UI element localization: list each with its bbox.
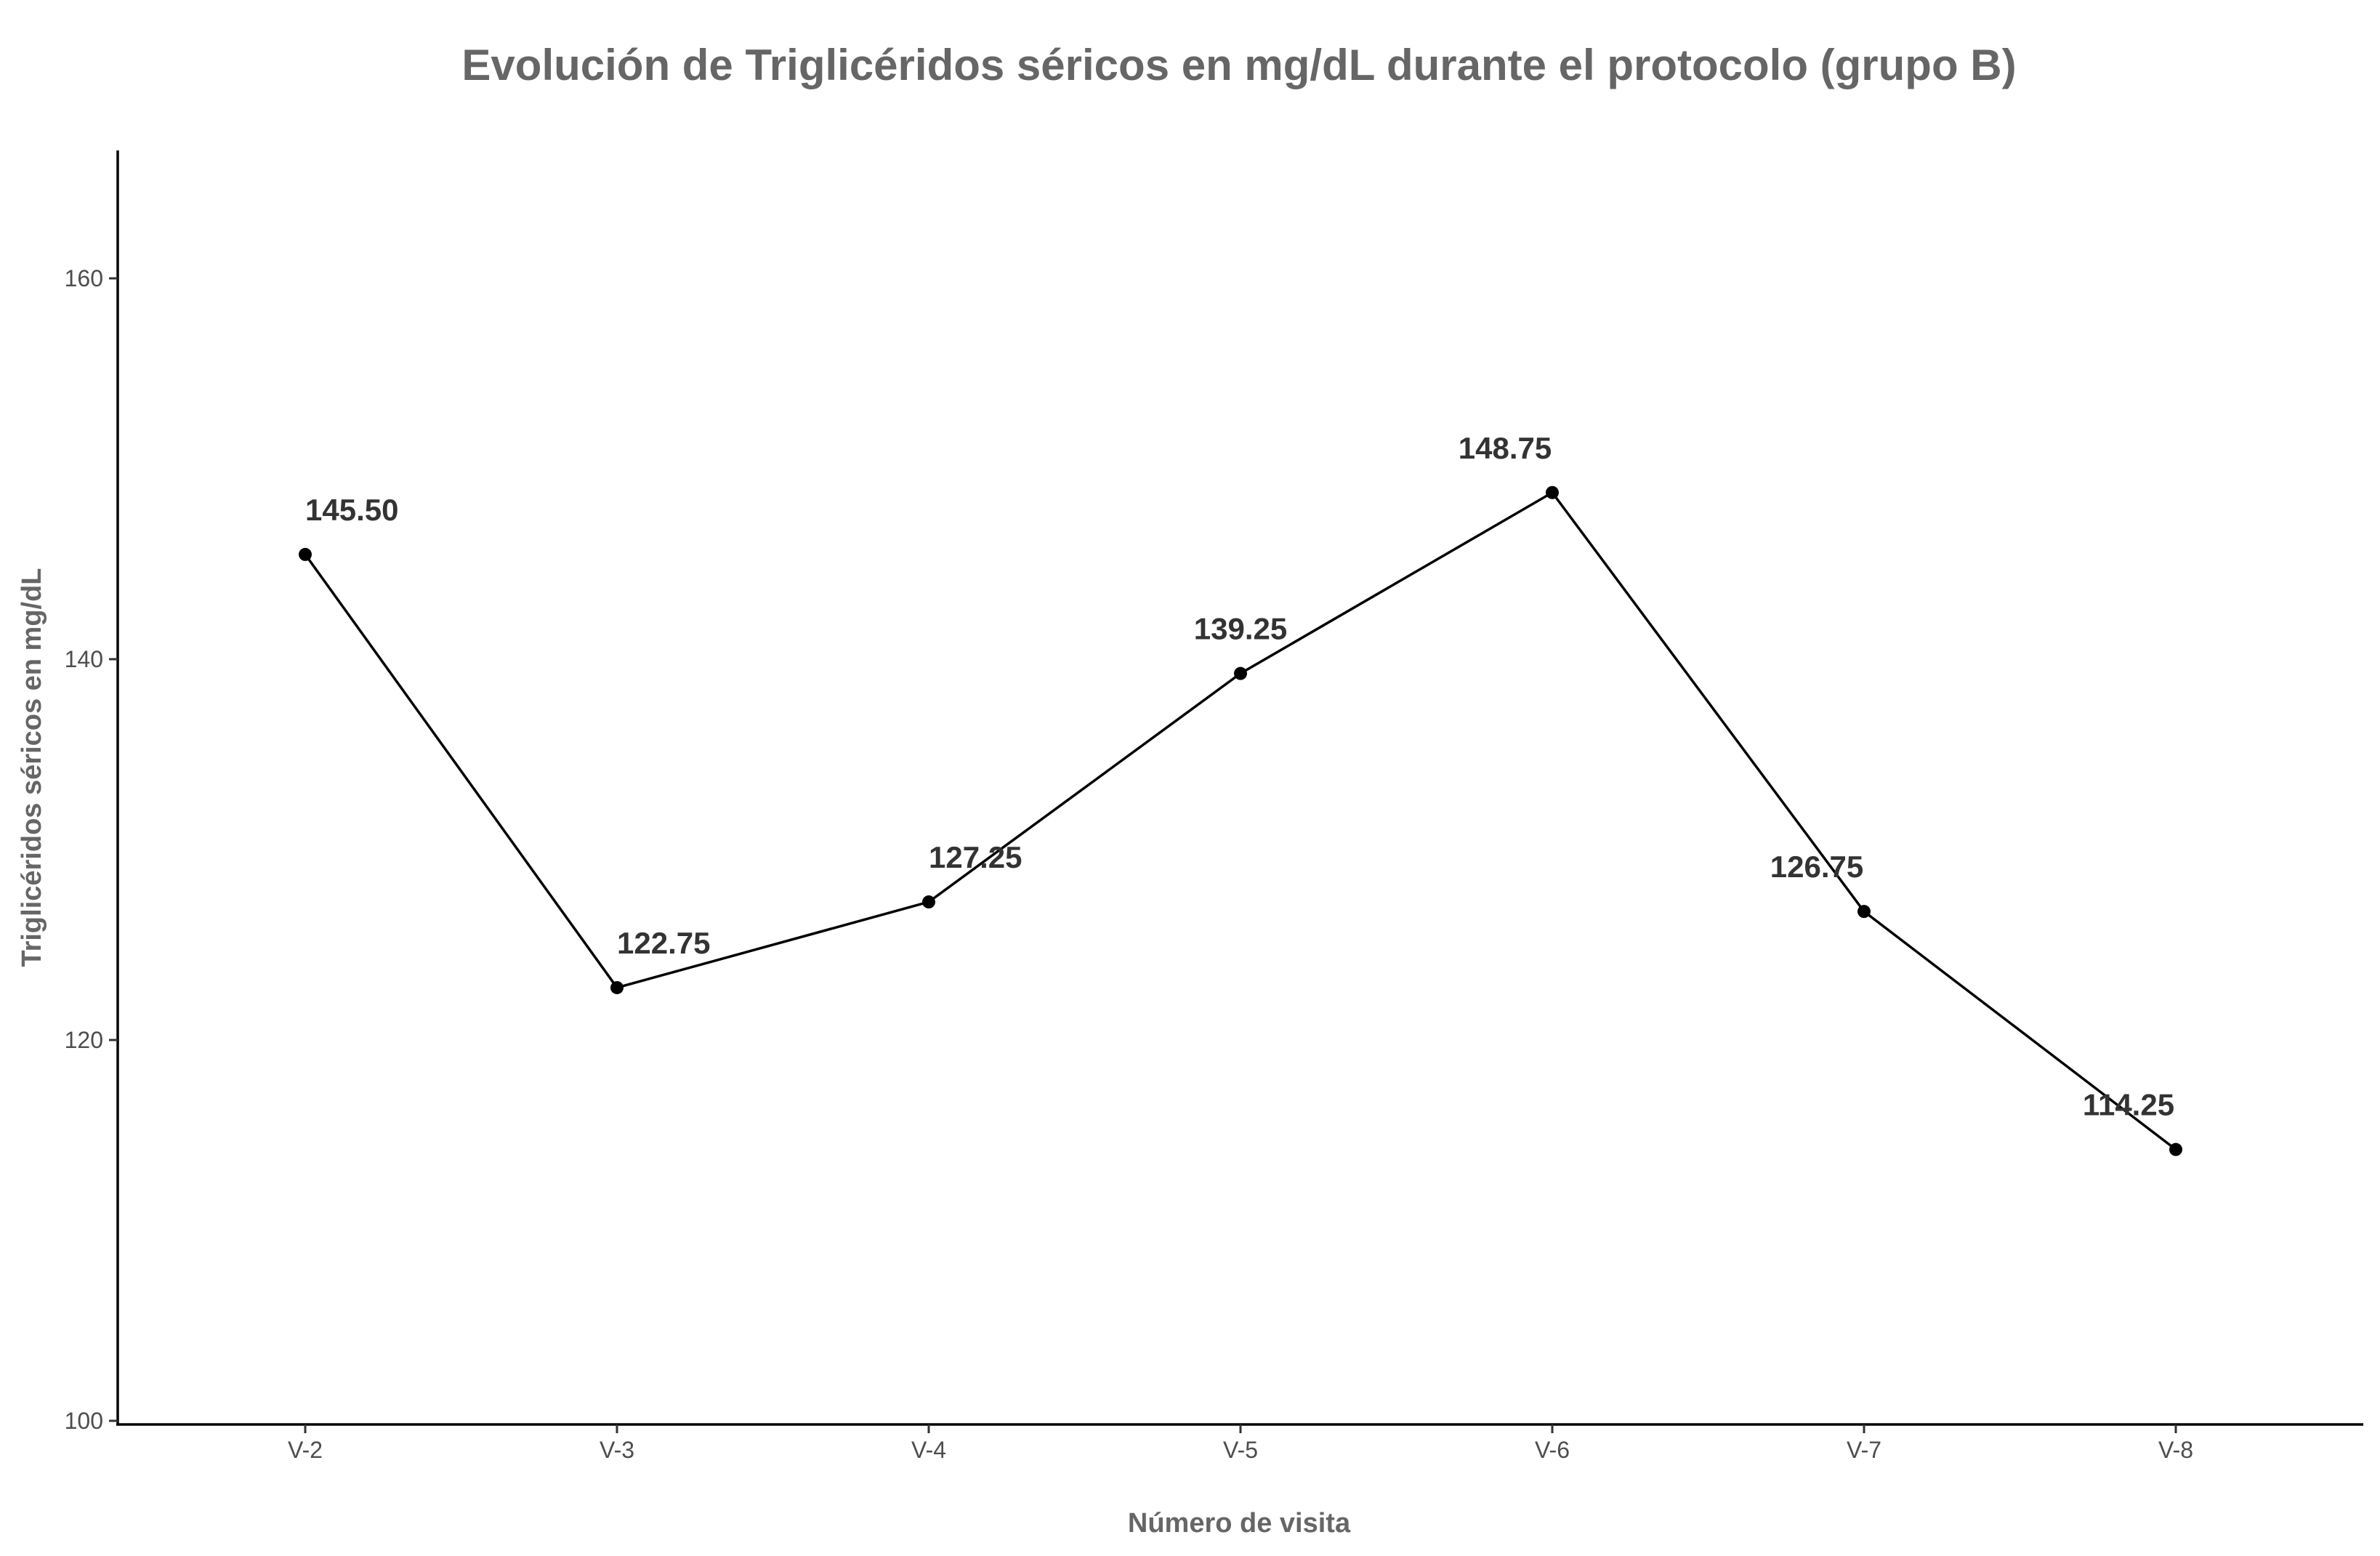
data-label: 126.75 xyxy=(1770,850,1863,884)
x-tick-label: V-7 xyxy=(1847,1437,1881,1463)
y-tick-label: 160 xyxy=(65,265,103,291)
x-axis-ticks: V-2 V-3 V-4 V-5 V-6 V-7 V-8 xyxy=(288,1424,2193,1463)
data-points xyxy=(299,485,2182,1156)
data-label: 114.25 xyxy=(2083,1088,2174,1122)
x-axis-title: Número de visita xyxy=(1128,1508,1351,1539)
data-label: 122.75 xyxy=(617,926,710,960)
x-tick-label: V-8 xyxy=(2158,1437,2193,1463)
y-tick-label: 120 xyxy=(65,1027,103,1053)
data-labels: 145.50 122.75 127.25 139.25 148.75 126.75 114.… xyxy=(305,431,2174,1122)
data-point xyxy=(1857,905,1871,919)
data-point xyxy=(299,547,312,561)
data-point xyxy=(922,895,935,909)
x-tick-label: V-3 xyxy=(600,1437,634,1463)
data-label: 145.50 xyxy=(305,493,398,527)
data-point xyxy=(2169,1142,2182,1156)
data-point xyxy=(1234,666,1247,680)
x-tick-label: V-5 xyxy=(1223,1437,1258,1463)
y-axis-title: Triglicéridos séricos en mg/dL xyxy=(17,568,47,967)
data-label: 139.25 xyxy=(1194,612,1287,646)
x-tick-label: V-4 xyxy=(911,1437,946,1463)
y-tick-label: 100 xyxy=(65,1408,103,1434)
axes xyxy=(116,150,2363,1426)
data-point xyxy=(610,980,624,994)
series-line xyxy=(304,491,2177,1151)
y-tick-label: 140 xyxy=(65,646,103,672)
y-axis-ticks: 100 120 140 160 xyxy=(65,265,118,1434)
chart-title: Evolución de Triglicéridos séricos en mg… xyxy=(461,41,2016,89)
data-point xyxy=(1546,485,1559,499)
data-label: 148.75 xyxy=(1459,431,1552,465)
x-tick-label: V-6 xyxy=(1535,1437,1570,1463)
x-tick-label: V-2 xyxy=(288,1437,323,1463)
data-label: 127.25 xyxy=(929,840,1022,874)
